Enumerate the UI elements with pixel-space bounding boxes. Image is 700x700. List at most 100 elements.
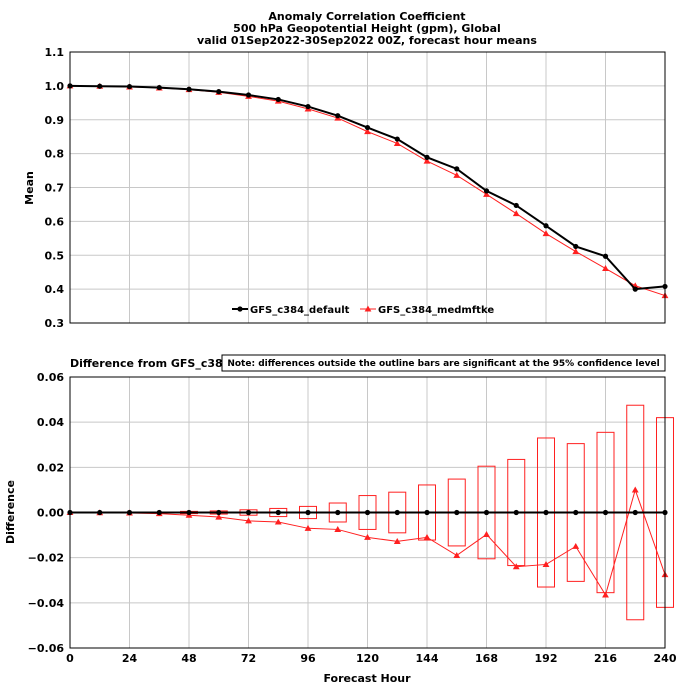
- data-point: [602, 265, 609, 272]
- data-point: [245, 517, 252, 524]
- y-tick-label: 1.1: [45, 46, 65, 59]
- data-point: [364, 124, 371, 131]
- data-point: [335, 113, 341, 119]
- data-point: [513, 202, 519, 209]
- y-tick-label: 0.00: [37, 507, 64, 520]
- data-point: [454, 509, 460, 516]
- mean-plot-frame: [69, 51, 666, 324]
- data-point: [364, 533, 371, 540]
- data-point: [453, 552, 461, 558]
- data-point: [631, 486, 639, 493]
- data-point: [424, 154, 430, 160]
- legend-label: GFS_c384_default: [250, 305, 350, 316]
- x-tick-label: 168: [475, 652, 498, 665]
- data-point: [602, 253, 609, 259]
- y-tick-label: 0.9: [45, 114, 65, 127]
- x-tick-label: 72: [241, 652, 256, 665]
- data-point: [483, 190, 490, 197]
- data-point: [275, 96, 281, 103]
- y-tick-label: 0.8: [45, 148, 65, 161]
- data-point: [186, 509, 192, 516]
- data-point: [126, 83, 133, 90]
- data-point: [305, 509, 311, 516]
- data-point: [542, 561, 550, 567]
- x-tick-label: 240: [654, 652, 677, 665]
- data-point: [483, 531, 490, 537]
- data-point: [304, 524, 312, 531]
- data-point: [543, 509, 549, 516]
- data-point: [364, 305, 372, 312]
- data-point: [216, 89, 222, 95]
- data-point: [364, 509, 371, 516]
- data-point: [393, 538, 401, 544]
- y-tick-label: 1.0: [45, 80, 65, 93]
- data-point: [512, 563, 520, 570]
- data-point: [423, 533, 431, 540]
- difference-series: [66, 486, 669, 598]
- data-point: [542, 230, 550, 237]
- x-tick-label: 144: [416, 652, 439, 665]
- data-point: [275, 509, 281, 516]
- difference-tick-labels: −0.06 −0.04 −0.02 0.00 0.02 0.04 0.06 0 24 48 72 96…: [28, 371, 677, 665]
- y-tick-label: 0.04: [37, 416, 64, 429]
- data-point: [454, 166, 460, 172]
- data-point: [453, 171, 461, 178]
- mean-panel: 0.3 0.4 0.5 0.6 0.7 0.8 0.9 1.0 1.1 Mean GFS_c38…: [23, 46, 669, 330]
- data-point: [126, 509, 133, 516]
- data-point: [186, 86, 192, 92]
- data-point: [602, 509, 609, 516]
- data-point: [632, 509, 638, 516]
- data-point: [602, 591, 609, 598]
- data-point: [512, 210, 520, 217]
- y-tick-label: 0.06: [37, 371, 64, 384]
- data-point: [156, 84, 162, 91]
- x-tick-label: 96: [300, 652, 316, 665]
- data-point: [632, 286, 638, 292]
- significance-note: Note: differences outside the outline ba…: [227, 359, 659, 369]
- x-tick-label: 24: [122, 652, 138, 665]
- difference-y-axis-label: Difference: [4, 480, 17, 544]
- x-axis-label: Forecast Hour: [323, 672, 411, 685]
- data-point: [237, 306, 243, 312]
- data-point: [424, 509, 430, 516]
- data-point: [274, 518, 282, 525]
- legend-label: GFS_c384_medmftke: [378, 305, 494, 316]
- y-tick-label: 0.6: [45, 215, 65, 228]
- data-point: [393, 140, 401, 147]
- data-point: [394, 509, 400, 516]
- y-tick-label: 0.4: [45, 283, 65, 296]
- x-tick-label: 48: [181, 652, 196, 665]
- difference-plot-frame: [69, 376, 666, 649]
- data-point: [97, 83, 103, 89]
- mean-y-axis-label: Mean: [23, 171, 36, 205]
- significance-note-box: [221, 354, 666, 372]
- difference-panel: Difference from GFS_c384_default −0.06−0…: [4, 354, 677, 685]
- y-tick-label: 0.7: [45, 182, 65, 195]
- x-tick-label: 0: [66, 652, 74, 665]
- mean-tick-labels: 0.3 0.4 0.5 0.6 0.7 0.8 0.9 1.0 1.1: [45, 46, 65, 330]
- y-tick-label: −0.04: [28, 597, 65, 610]
- chart-title-line-3: valid 01Sep2022-30Sep2022 00Z, forecast …: [197, 34, 537, 47]
- data-point: [245, 92, 252, 98]
- mean-series: [66, 82, 669, 299]
- legend: GFS_c384_default GFS_c384_medmftke: [232, 305, 494, 316]
- data-point: [97, 509, 103, 516]
- y-tick-label: −0.06: [28, 642, 65, 655]
- data-point: [334, 526, 342, 532]
- data-point: [335, 509, 341, 516]
- x-tick-label: 216: [594, 652, 617, 665]
- data-point: [572, 248, 580, 255]
- mean-grid: [69, 51, 666, 324]
- data-point: [423, 157, 431, 164]
- data-point: [483, 509, 490, 516]
- y-tick-label: 0.02: [37, 461, 64, 474]
- data-point: [543, 223, 549, 229]
- data-point: [513, 509, 519, 516]
- data-point: [483, 188, 490, 194]
- y-tick-label: 0.5: [45, 249, 65, 262]
- x-tick-label: 192: [535, 652, 558, 665]
- data-point: [364, 128, 371, 135]
- data-point: [572, 542, 580, 549]
- data-point: [156, 509, 162, 516]
